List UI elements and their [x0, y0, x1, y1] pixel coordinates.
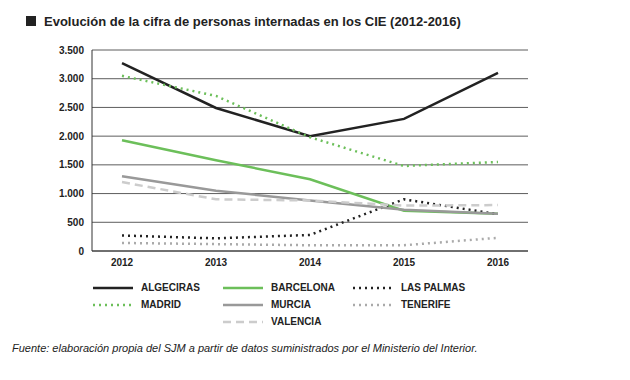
- html-text:Evolución de la cifra de perso: Evolución de la cifra de personas intern…: [44, 13, 461, 29]
- svg-text:2.000: 2.000: [59, 131, 84, 142]
- svg-text:1.000: 1.000: [59, 188, 84, 199]
- svg-text:2.500: 2.500: [59, 102, 84, 113]
- svg-text:2014: 2014: [299, 257, 322, 268]
- html-text:VALENCIA: VALENCIA: [271, 316, 322, 327]
- html-text:Fuente: elaboración propia del: Fuente: elaboración propia del SJM a par…: [12, 342, 478, 354]
- html-text:TENERIFE: TENERIFE: [401, 299, 451, 310]
- svg-text:2012: 2012: [111, 257, 134, 268]
- html-text:MURCIA: MURCIA: [271, 299, 311, 310]
- svg-text:2016: 2016: [487, 257, 510, 268]
- svg-text:0: 0: [78, 246, 84, 257]
- html-text:BARCELONA: BARCELONA: [271, 282, 335, 293]
- svg-text:2015: 2015: [393, 257, 416, 268]
- html-text:LAS PALMAS: LAS PALMAS: [401, 282, 466, 293]
- svg-text:3.500: 3.500: [59, 45, 84, 56]
- svg-text:2013: 2013: [205, 257, 228, 268]
- html-text:MADRID: MADRID: [141, 299, 181, 310]
- svg-text:500: 500: [67, 217, 84, 228]
- svg-text:1.500: 1.500: [59, 159, 84, 170]
- svg-text:3.000: 3.000: [59, 73, 84, 84]
- html-text:ALGECIRAS: ALGECIRAS: [141, 282, 200, 293]
